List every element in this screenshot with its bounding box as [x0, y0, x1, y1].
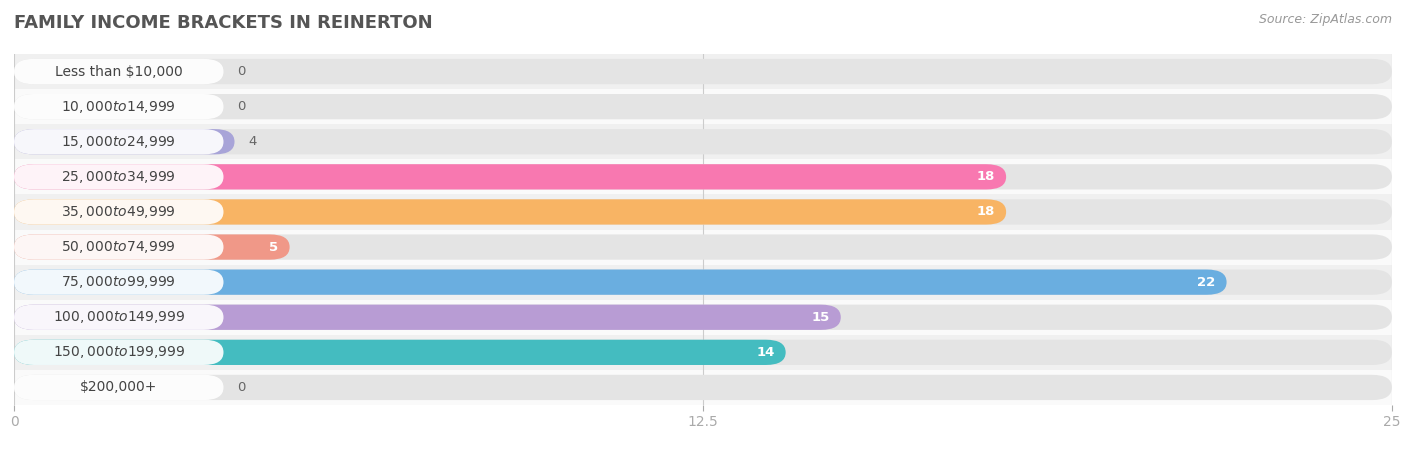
FancyBboxPatch shape: [14, 234, 290, 260]
FancyBboxPatch shape: [14, 270, 224, 295]
FancyBboxPatch shape: [14, 59, 224, 84]
FancyBboxPatch shape: [14, 199, 224, 225]
Text: 18: 18: [977, 206, 995, 218]
Text: $35,000 to $49,999: $35,000 to $49,999: [62, 204, 176, 220]
Bar: [14, 89, 1392, 124]
Text: 22: 22: [1198, 276, 1216, 288]
FancyBboxPatch shape: [14, 270, 1226, 295]
Bar: [14, 54, 1392, 89]
FancyBboxPatch shape: [14, 305, 224, 330]
Text: $25,000 to $34,999: $25,000 to $34,999: [62, 169, 176, 185]
Text: 0: 0: [238, 100, 246, 113]
Text: 5: 5: [270, 241, 278, 253]
Text: 0: 0: [238, 65, 246, 78]
FancyBboxPatch shape: [14, 340, 1392, 365]
Text: 15: 15: [811, 311, 830, 324]
FancyBboxPatch shape: [14, 94, 1392, 119]
Text: $150,000 to $199,999: $150,000 to $199,999: [52, 344, 186, 360]
Text: $50,000 to $74,999: $50,000 to $74,999: [62, 239, 176, 255]
Text: FAMILY INCOME BRACKETS IN REINERTON: FAMILY INCOME BRACKETS IN REINERTON: [14, 14, 433, 32]
FancyBboxPatch shape: [14, 164, 224, 189]
Text: $75,000 to $99,999: $75,000 to $99,999: [62, 274, 176, 290]
Bar: [14, 159, 1392, 194]
FancyBboxPatch shape: [14, 305, 1392, 330]
FancyBboxPatch shape: [14, 129, 1392, 154]
FancyBboxPatch shape: [14, 340, 224, 365]
Text: Less than $10,000: Less than $10,000: [55, 64, 183, 79]
Text: $10,000 to $14,999: $10,000 to $14,999: [62, 99, 176, 115]
Text: $15,000 to $24,999: $15,000 to $24,999: [62, 134, 176, 150]
Text: 0: 0: [238, 381, 246, 394]
Text: 14: 14: [756, 346, 775, 359]
Text: $200,000+: $200,000+: [80, 380, 157, 395]
Bar: [14, 300, 1392, 335]
Bar: [14, 230, 1392, 265]
FancyBboxPatch shape: [14, 129, 235, 154]
Bar: [14, 370, 1392, 405]
FancyBboxPatch shape: [14, 375, 1392, 400]
Bar: [14, 124, 1392, 159]
Text: Source: ZipAtlas.com: Source: ZipAtlas.com: [1258, 14, 1392, 27]
FancyBboxPatch shape: [14, 164, 1392, 189]
FancyBboxPatch shape: [14, 59, 1392, 84]
FancyBboxPatch shape: [14, 270, 1392, 295]
FancyBboxPatch shape: [14, 94, 224, 119]
Bar: [14, 335, 1392, 370]
Bar: [14, 194, 1392, 230]
Text: $100,000 to $149,999: $100,000 to $149,999: [52, 309, 186, 325]
FancyBboxPatch shape: [14, 340, 786, 365]
FancyBboxPatch shape: [14, 375, 224, 400]
FancyBboxPatch shape: [14, 164, 1007, 189]
FancyBboxPatch shape: [14, 234, 224, 260]
Bar: [14, 265, 1392, 300]
FancyBboxPatch shape: [14, 199, 1007, 225]
FancyBboxPatch shape: [14, 305, 841, 330]
Text: 18: 18: [977, 171, 995, 183]
FancyBboxPatch shape: [14, 234, 1392, 260]
FancyBboxPatch shape: [14, 129, 224, 154]
Text: 4: 4: [249, 135, 257, 148]
FancyBboxPatch shape: [14, 199, 1392, 225]
